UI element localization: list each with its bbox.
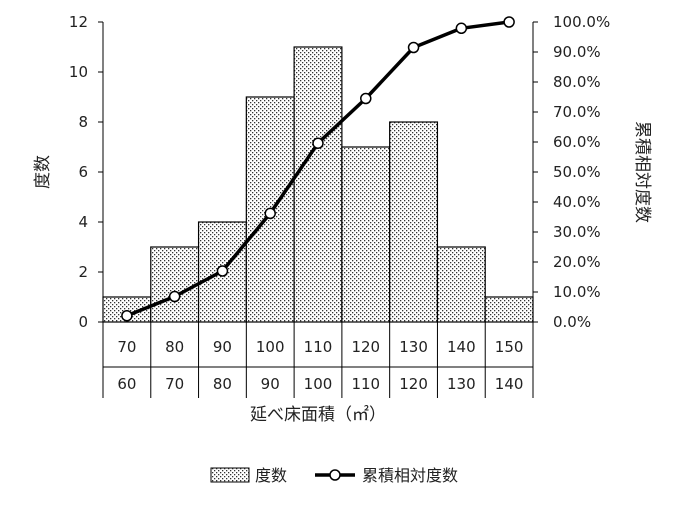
bar [293, 46, 343, 323]
x-tick-label-lower: 80 [213, 375, 232, 393]
bar [389, 121, 439, 323]
legend: 度数 累積相対度数 [210, 466, 458, 485]
cumulative-point [503, 16, 515, 28]
bar [484, 296, 534, 323]
y2-tick-label: 20.0% [553, 253, 601, 271]
x-tick-label-upper: 80 [165, 338, 184, 356]
cumulative-point [264, 207, 276, 220]
y-tick-label: 10 [69, 63, 88, 81]
y-tick-label: 2 [78, 263, 88, 281]
y-tick-label: 8 [78, 113, 88, 131]
x-tick-label-lower: 130 [447, 375, 476, 393]
x-axis-title: 延べ床面積（㎡） [250, 405, 386, 425]
y-tick-label: 6 [78, 163, 88, 181]
y2-tick-label: 60.0% [553, 133, 601, 151]
x-tick-label-upper: 90 [213, 338, 232, 356]
y2-tick-label: 70.0% [553, 103, 601, 121]
cumulative-point [168, 290, 181, 303]
x-tick-label-upper: 140 [447, 338, 476, 356]
x-tick-label-lower: 70 [165, 375, 184, 393]
bar [436, 246, 486, 323]
legend-bar-label: 度数 [255, 466, 287, 485]
y-tick-label: 4 [78, 213, 88, 231]
cumulative-point [121, 309, 133, 322]
y-tick-label: 12 [69, 13, 88, 31]
bar [150, 246, 200, 323]
legend-line-label: 累積相対度数 [362, 466, 458, 485]
x-tick-label-lower: 120 [399, 375, 428, 393]
y2-tick-label: 50.0% [553, 163, 601, 181]
x-tick-label-upper: 70 [117, 338, 136, 356]
cumulative-point [407, 41, 420, 54]
x-tick-label-lower: 110 [351, 375, 380, 393]
cumulative-point [216, 265, 229, 277]
y2-tick-label: 10.0% [553, 283, 601, 301]
cumulative-point [360, 92, 372, 105]
cumulative-line-group [121, 16, 515, 322]
cumulative-point [312, 137, 324, 149]
x-tick-label-lower: 100 [304, 375, 333, 393]
x-tick-label-lower: 60 [117, 375, 136, 393]
bars-group [102, 46, 534, 323]
y-axis-title: 度数 [33, 155, 53, 189]
x-tick-label-upper: 130 [399, 338, 428, 356]
x-tick-label-upper: 120 [351, 338, 380, 356]
y2-tick-label: 40.0% [553, 193, 601, 211]
y2-tick-label: 30.0% [553, 223, 601, 241]
y2-tick-label: 0.0% [553, 313, 591, 331]
y2-axis-title: 累積相対度数 [632, 121, 652, 223]
x-tick-label-lower: 90 [261, 375, 280, 393]
cumulative-point [455, 22, 468, 35]
x-tick-label-upper: 110 [304, 338, 333, 356]
bar [341, 146, 391, 323]
legend-line-marker [329, 469, 341, 481]
x-tick-label-upper: 100 [256, 338, 285, 356]
y2-tick-label: 90.0% [553, 43, 601, 61]
x-tick-label-upper: 150 [495, 338, 524, 356]
x-tick-label-lower: 140 [495, 375, 524, 393]
y2-tick-label: 80.0% [553, 73, 601, 91]
y-tick-label: 0 [78, 313, 88, 331]
legend-bar-swatch [210, 467, 250, 483]
y2-tick-label: 100.0% [553, 13, 610, 31]
